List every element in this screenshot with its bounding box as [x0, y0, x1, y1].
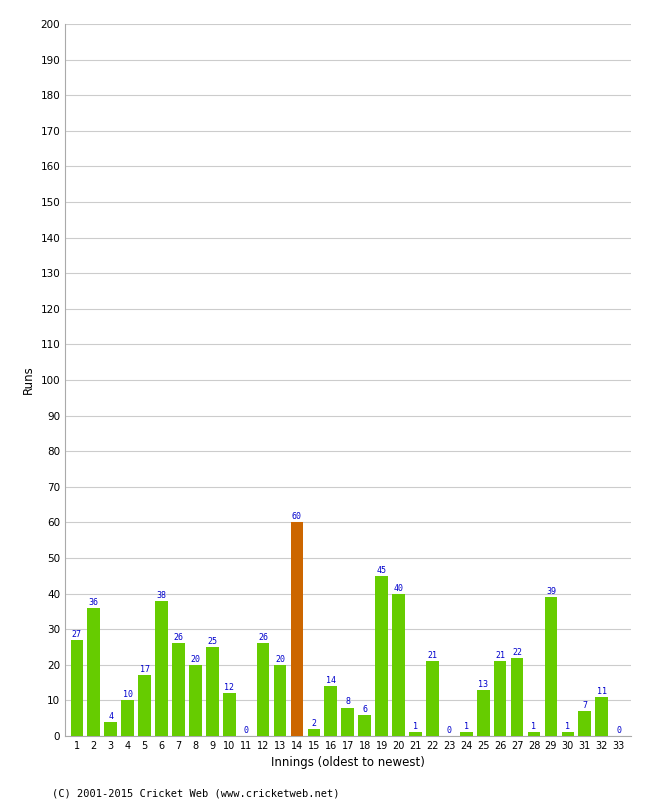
Bar: [172, 643, 185, 736]
Bar: [291, 522, 304, 736]
X-axis label: Innings (oldest to newest): Innings (oldest to newest): [271, 757, 424, 770]
Text: 1: 1: [463, 722, 469, 731]
Text: 26: 26: [174, 634, 183, 642]
Bar: [274, 665, 287, 736]
Text: 13: 13: [478, 680, 488, 689]
Text: 40: 40: [393, 583, 404, 593]
Bar: [155, 601, 168, 736]
Text: 0: 0: [616, 726, 621, 735]
Text: 21: 21: [428, 651, 437, 660]
Text: 22: 22: [512, 648, 522, 657]
Text: 1: 1: [413, 722, 418, 731]
Bar: [578, 711, 591, 736]
Bar: [392, 594, 405, 736]
Bar: [257, 643, 270, 736]
Bar: [324, 686, 337, 736]
Bar: [562, 733, 574, 736]
Bar: [545, 597, 557, 736]
Text: 12: 12: [224, 683, 234, 692]
Bar: [206, 647, 218, 736]
Bar: [494, 662, 506, 736]
Bar: [358, 714, 371, 736]
Bar: [409, 733, 422, 736]
Text: 2: 2: [311, 719, 317, 728]
Bar: [511, 658, 523, 736]
Bar: [460, 733, 473, 736]
Text: 26: 26: [258, 634, 268, 642]
Text: 39: 39: [546, 587, 556, 596]
Text: 25: 25: [207, 637, 217, 646]
Text: 20: 20: [190, 654, 200, 664]
Text: 0: 0: [244, 726, 249, 735]
Text: 6: 6: [362, 705, 367, 714]
Bar: [105, 722, 117, 736]
Text: 4: 4: [108, 712, 113, 721]
Text: 60: 60: [292, 512, 302, 522]
Text: 20: 20: [275, 654, 285, 664]
Bar: [70, 640, 83, 736]
Bar: [375, 576, 388, 736]
Bar: [223, 694, 235, 736]
Bar: [138, 675, 151, 736]
Bar: [307, 729, 320, 736]
Text: 11: 11: [597, 686, 606, 696]
Bar: [122, 701, 134, 736]
Text: 0: 0: [447, 726, 452, 735]
Bar: [528, 733, 540, 736]
Text: 27: 27: [72, 630, 82, 639]
Text: 1: 1: [532, 722, 536, 731]
Bar: [595, 697, 608, 736]
Text: 45: 45: [376, 566, 387, 574]
Text: (C) 2001-2015 Cricket Web (www.cricketweb.net): (C) 2001-2015 Cricket Web (www.cricketwe…: [52, 788, 339, 798]
Bar: [88, 608, 100, 736]
Text: 21: 21: [495, 651, 505, 660]
Text: 14: 14: [326, 676, 336, 685]
Text: 38: 38: [157, 590, 166, 600]
Text: 7: 7: [582, 701, 588, 710]
Bar: [426, 662, 439, 736]
Text: 17: 17: [140, 666, 150, 674]
Text: 1: 1: [566, 722, 570, 731]
Text: 36: 36: [89, 598, 99, 606]
Bar: [189, 665, 202, 736]
Y-axis label: Runs: Runs: [22, 366, 35, 394]
Text: 10: 10: [123, 690, 133, 699]
Bar: [477, 690, 489, 736]
Text: 8: 8: [345, 698, 350, 706]
Bar: [341, 707, 354, 736]
